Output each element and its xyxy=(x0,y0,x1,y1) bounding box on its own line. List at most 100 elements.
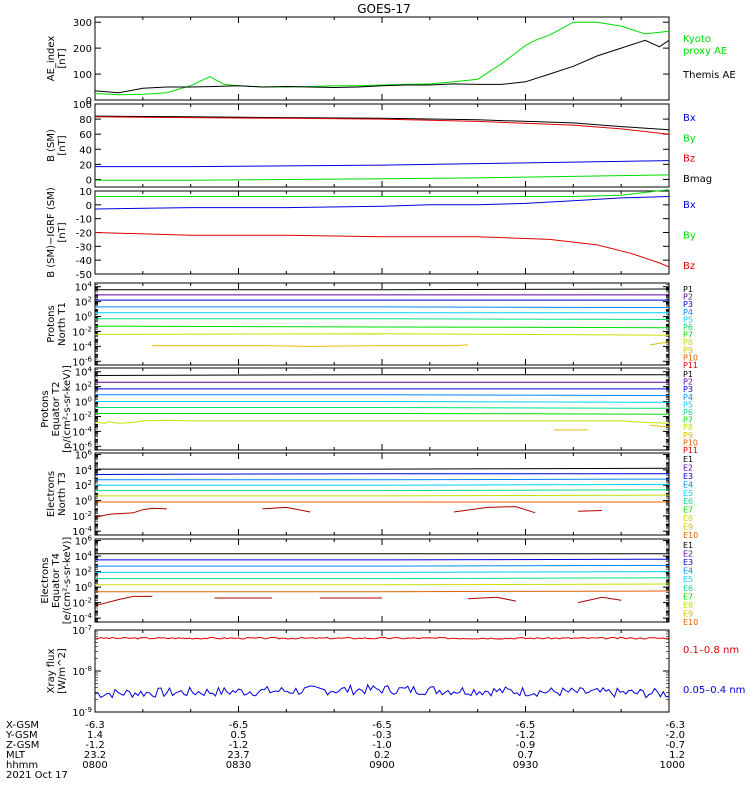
legend-label: P6 xyxy=(683,323,693,332)
series-line-eequator-11 xyxy=(577,596,622,604)
legend-label: P7 xyxy=(683,416,693,425)
y-tick-label: 10-2 xyxy=(72,325,92,338)
series-line-eequator-4 xyxy=(95,577,670,580)
legend-label: E7 xyxy=(683,592,693,601)
legend-label: E6 xyxy=(683,497,693,506)
series-line-bigrf-0 xyxy=(95,189,670,197)
y-tick-label: 100 xyxy=(73,70,92,81)
x-row-label: hhmm xyxy=(6,760,38,771)
y-axis-label: ProtonsNorth T1 xyxy=(46,302,68,346)
series-line-pequator-0 xyxy=(94,374,669,376)
x-row-label: Y-GSM xyxy=(5,730,38,741)
series-line-pnorth-9 xyxy=(649,341,670,346)
y-tick-label: -20 xyxy=(76,229,92,240)
y-tick-label: 102 xyxy=(75,479,92,492)
legend-label: E9 xyxy=(683,523,693,532)
legend-label: P3 xyxy=(683,300,693,309)
legend-label: E10 xyxy=(683,618,698,627)
y-tick-label: 10-4 xyxy=(72,340,92,353)
legend-label: P9 xyxy=(683,431,693,440)
series-line-pnorth-6 xyxy=(94,325,670,329)
y-tick-label: 40 xyxy=(79,145,92,156)
legend-label: E7 xyxy=(683,506,693,515)
y-axis-label: ElectronsNorth T3 xyxy=(46,471,68,517)
panel-bsm: 0 20 40 60 80 100 B (SM)[nT] Bx By Bz Bmag xyxy=(46,100,712,188)
series-line-pequator-6 xyxy=(95,413,670,415)
legend-label: E3 xyxy=(683,472,693,481)
series-line-pnorth-0 xyxy=(95,288,670,291)
y-tick-label: 104 xyxy=(75,281,93,294)
x-axis-labels: X-GSM -6.3 -6.5 -6.5 -6.5 -6.3 Y-GSM 1.4 0.5 -0.3… xyxy=(5,720,685,781)
legend-label: By xyxy=(683,133,696,144)
series-line-eequator-2 xyxy=(95,564,670,567)
legend-label: P4 xyxy=(683,393,693,402)
series-line-enorth-3 xyxy=(95,483,670,486)
legend-label: Bz xyxy=(683,261,695,272)
y-tick-label: 200 xyxy=(73,44,92,55)
y-tick-label: 106 xyxy=(75,535,93,548)
series-line-xray-0 xyxy=(94,636,670,640)
y-axis-label: ProtonsEquator T2[p/(cm²-s-sr-keV)] xyxy=(40,365,73,453)
series-line-enorth-0 xyxy=(95,467,670,470)
legend-label: E6 xyxy=(683,584,693,593)
y-tick-label: 100 xyxy=(75,495,92,508)
x-row-value: 0.2 xyxy=(374,750,390,761)
legend-label: E8 xyxy=(683,601,693,610)
legend-label: P1 xyxy=(683,285,693,294)
legend-label: Bmag xyxy=(683,174,712,185)
plot-title: GOES-17 xyxy=(357,2,411,16)
series-line-pnorth-8 xyxy=(152,344,469,347)
legend-label: Kyoto xyxy=(683,34,711,45)
legend-label: P4 xyxy=(683,308,693,317)
panel-frame xyxy=(94,538,670,623)
legend-label: P8 xyxy=(683,338,693,347)
legend-label: E5 xyxy=(683,575,693,584)
legend-label: E2 xyxy=(683,550,693,559)
x-row-value: -6.5 xyxy=(229,720,249,731)
x-row-value: -1.2 xyxy=(516,730,536,741)
legend-label: P5 xyxy=(683,315,693,324)
y-tick-label: -10 xyxy=(76,215,92,226)
series-line-eequator-7 xyxy=(94,595,153,607)
legend-label: E5 xyxy=(683,489,693,498)
series-line-pequator-4 xyxy=(95,401,670,403)
legend-label: P9 xyxy=(683,346,693,355)
series-line-enorth-9 xyxy=(453,506,536,514)
y-axis-label: B (SM)[nT] xyxy=(46,129,68,162)
legend-label: proxy AE xyxy=(683,46,727,57)
y-tick-label: 100 xyxy=(75,311,92,324)
series-line-ae-1 xyxy=(94,39,670,94)
y-tick-label: 10-2 xyxy=(72,410,92,423)
panel-frame xyxy=(94,16,670,101)
panel-frame xyxy=(94,190,670,275)
y-tick-label: 60 xyxy=(79,130,92,141)
legend-label: P11 xyxy=(683,446,698,455)
y-tick-label: 106 xyxy=(75,449,93,462)
x-row-value: -0.9 xyxy=(516,740,536,751)
series-line-pnorth-3 xyxy=(95,306,670,309)
series-line-bsm-3 xyxy=(95,174,670,181)
x-row-value: -1.0 xyxy=(372,740,392,751)
x-row-value: -6.3 xyxy=(85,720,105,731)
series-line-pnorth-5 xyxy=(95,318,670,320)
legend-label: By xyxy=(683,231,696,242)
series-line-eequator-5 xyxy=(95,583,670,586)
legend-label: P10 xyxy=(683,353,698,362)
x-row-value: 0900 xyxy=(369,760,394,771)
series-line-bsm-1 xyxy=(94,116,670,135)
series-line-pnorth-7 xyxy=(94,333,670,336)
legend-label: E8 xyxy=(683,514,693,523)
legend-label: P2 xyxy=(683,293,693,302)
legend-label: Themis AE xyxy=(682,70,736,81)
legend-label: P1 xyxy=(683,370,693,379)
legend-label: E1 xyxy=(683,455,693,464)
y-tick-label: 0 xyxy=(86,201,92,212)
panel-frame xyxy=(94,367,670,451)
x-row-value: 0.5 xyxy=(231,730,247,741)
y-tick-label: 10-7 xyxy=(72,624,92,637)
x-row-label: Z-GSM xyxy=(6,740,39,751)
series-line-enorth-8 xyxy=(262,506,311,513)
